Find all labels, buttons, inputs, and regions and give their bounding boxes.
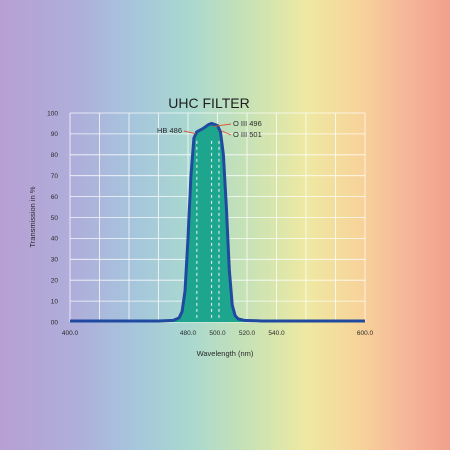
leader-line-hb-486: [183, 130, 196, 135]
x-tick-label: 400.0: [62, 330, 79, 337]
y-tick-label: 30: [51, 257, 59, 264]
x-tick-label: 600.0: [357, 330, 374, 337]
y-tick-label: 20: [51, 278, 59, 285]
y-tick-label: 50: [51, 215, 59, 222]
x-tick-label: 480.0: [180, 330, 197, 337]
x-tick-label: 500.0: [209, 330, 226, 337]
transmission-fill: [70, 123, 365, 322]
y-tick-label: 60: [51, 194, 59, 201]
y-tick-label: 90: [51, 131, 59, 138]
transmission-curve: [70, 121, 365, 323]
annotation-oiii-501: O III 501: [233, 130, 262, 139]
y-tick-label: 40: [51, 236, 59, 243]
leader-line-oiii-501: [220, 130, 232, 136]
y-tick-label: 10: [51, 298, 59, 305]
x-tick-label: 520.0: [239, 330, 256, 337]
chart-title: UHC FILTER: [168, 95, 249, 111]
y-axis-label: Transmission in %: [28, 186, 37, 247]
annotation-hb-486: HB 486: [157, 126, 182, 135]
y-tick-label: 100: [47, 110, 58, 117]
axes: 00 10 20 30 40 50 60 70 80 90 100 400.0 480.0 500.0 52…: [47, 110, 373, 337]
y-tick-label: 00: [51, 319, 59, 326]
annotations: HB 486 O III 496 O III 501: [157, 119, 262, 139]
leader-line-oiii-496: [213, 123, 232, 127]
annotation-oiii-496: O III 496: [233, 119, 262, 128]
transmission-line: [70, 121, 365, 323]
x-tick-label: 540.0: [268, 330, 285, 337]
y-tick-label: 80: [51, 152, 59, 159]
x-axis-label: Wavelength (nm): [197, 349, 254, 358]
y-tick-label: 70: [51, 173, 59, 180]
